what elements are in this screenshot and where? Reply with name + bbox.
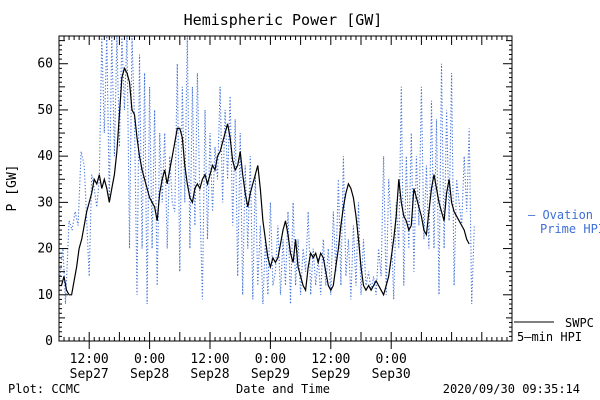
y-tick-label: 40 <box>37 149 53 164</box>
x-tick-label-time: 12:00 <box>311 352 350 367</box>
x-tick-label-date: Sep28 <box>190 367 229 382</box>
legend-ovation-line1: — Ovation <box>528 208 593 222</box>
legend-swpc-line1: SWPC <box>565 316 594 330</box>
x-tick-label-date: Sep30 <box>372 367 411 382</box>
x-tick-label-time: 0:00 <box>134 352 165 367</box>
x-tick-label-time: 12:00 <box>70 352 109 367</box>
y-axis-label: P [GW] <box>5 165 20 212</box>
y-tick-label: 20 <box>37 242 53 257</box>
plot-credit: Plot: CCMC <box>8 382 80 396</box>
x-tick-label-time: 0:00 <box>376 352 407 367</box>
y-tick-label: 0 <box>45 334 53 349</box>
y-tick-label: 60 <box>37 57 53 72</box>
series-layer <box>58 35 475 305</box>
series-line-ovation-prime <box>58 35 475 305</box>
x-tick-label-time: 12:00 <box>190 352 229 367</box>
chart-title: Hemispheric Power [GW] <box>184 11 383 29</box>
y-tick-label: 50 <box>37 103 53 118</box>
x-tick-label-date: Sep28 <box>130 367 169 382</box>
x-tick-label-date: Sep29 <box>251 367 290 382</box>
series-line-swpc <box>59 66 470 297</box>
x-axis-label: Date and Time <box>236 382 330 396</box>
x-tick-label-time: 0:00 <box>255 352 286 367</box>
legend-swpc-line2: 5–min HPI <box>517 330 582 344</box>
legend-ovation-line2: Prime HPI <box>540 222 600 236</box>
timestamp: 2020/09/30 09:35:14 <box>443 382 580 396</box>
x-tick-label-date: Sep27 <box>70 367 109 382</box>
plot-frame <box>58 35 513 342</box>
y-tick-label: 10 <box>37 288 53 303</box>
x-tick-label-date: Sep29 <box>311 367 350 382</box>
axes-layer: 010203040506012:00Sep270:00Sep2812:00Sep… <box>37 35 513 382</box>
y-tick-label: 30 <box>37 195 53 210</box>
